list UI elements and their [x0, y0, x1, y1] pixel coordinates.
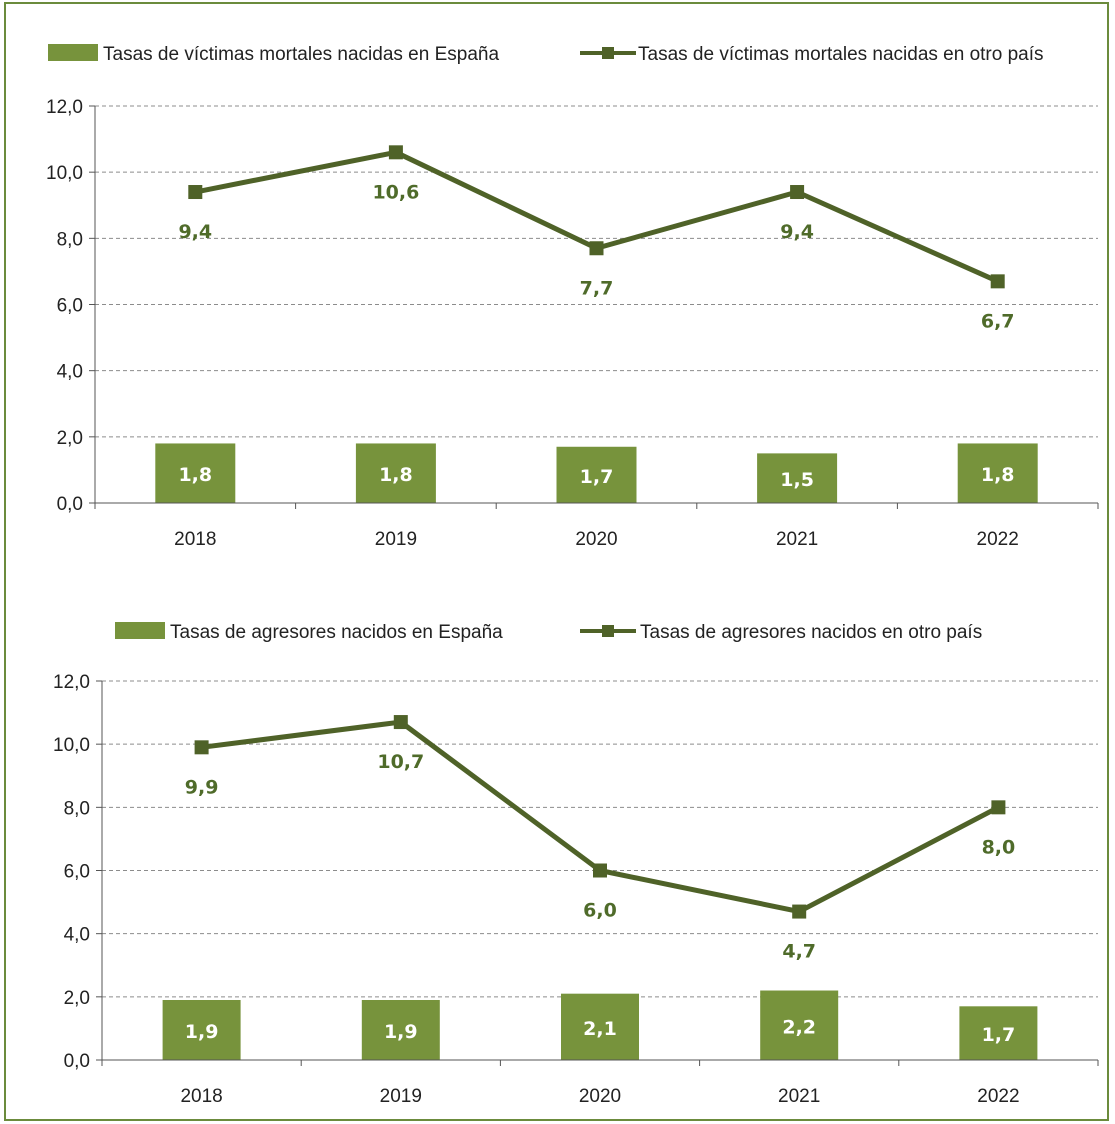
- grid-victims: [95, 105, 1098, 438]
- series-line: [201, 719, 1000, 915]
- line-marker: [990, 274, 1005, 289]
- line-data-label: 6,0: [583, 900, 617, 922]
- bar-data-label: 1,8: [178, 464, 212, 486]
- bar-data-label: 1,8: [981, 464, 1015, 486]
- line-data-label: 7,7: [580, 277, 614, 299]
- line-aggressors: 9,9 10,7 6,0 4,7 8,0: [185, 715, 1015, 963]
- line-data-label: 9,4: [178, 221, 212, 243]
- legend-bar-label: Tasas de víctimas mortales nacidas en Es…: [103, 44, 499, 65]
- x-tick-label: 2022: [977, 529, 1019, 550]
- bar-data-label: 2,1: [583, 1018, 617, 1040]
- x-tick-label: 2020: [579, 1086, 621, 1107]
- y-tick-label: 10,0: [53, 735, 90, 756]
- line-data-label: 4,7: [782, 941, 816, 963]
- line-marker: [393, 715, 408, 730]
- chart-frame: [4, 2, 1109, 1121]
- legend-aggressors: Tasas de agresores nacidos en España Tas…: [115, 622, 982, 643]
- line-marker: [188, 185, 203, 200]
- y-tick-label: 4,0: [64, 925, 90, 946]
- x-tick-label: 2018: [174, 529, 216, 550]
- y-tick-label: 12,0: [53, 672, 90, 693]
- bars-victims: 1,8 1,8 1,7 1,5 1,8: [155, 443, 1038, 503]
- y-tick-label: 0,0: [64, 1051, 90, 1072]
- bar: [155, 443, 236, 503]
- y-tick-label: 8,0: [57, 229, 83, 250]
- grid-aggressors: [102, 680, 1098, 998]
- bar-data-label: 1,5: [780, 469, 814, 491]
- line-data-label: 9,9: [185, 776, 219, 798]
- x-tick-label: 2021: [776, 529, 818, 550]
- legend-bar-swatch: [115, 622, 165, 639]
- legend-bar-label: Tasas de agresores nacidos en España: [170, 622, 503, 643]
- bar: [760, 990, 839, 1060]
- line-marker: [589, 241, 604, 256]
- legend-victims: Tasas de víctimas mortales nacidas en Es…: [48, 44, 1044, 65]
- y-axis-aggressors: 0,0 2,0 4,0 6,0 8,0 10,0 12,0: [53, 672, 103, 1072]
- y-tick-label: 10,0: [46, 163, 83, 184]
- line-data-label: 8,0: [982, 836, 1016, 858]
- legend-line-label: Tasas de víctimas mortales nacidas en ot…: [638, 44, 1044, 65]
- bar: [162, 999, 241, 1060]
- line-marker: [593, 863, 607, 878]
- y-axis-victims: 0,0 2,0 4,0 6,0 8,0 10,0 12,0: [46, 97, 96, 515]
- y-tick-label: 0,0: [57, 494, 83, 515]
- bar: [556, 446, 637, 503]
- chart-victims: Tasas de víctimas mortales nacidas en Es…: [46, 44, 1099, 550]
- bar: [561, 993, 639, 1060]
- bar: [957, 443, 1038, 503]
- bar-data-label: 1,8: [379, 464, 413, 486]
- line-marker: [194, 740, 209, 755]
- legend-line-label: Tasas de agresores nacidos en otro país: [640, 622, 982, 643]
- legend-bar-swatch: [48, 44, 98, 61]
- bar-data-label: 1,9: [185, 1021, 219, 1043]
- y-tick-label: 4,0: [57, 362, 83, 383]
- chart-aggressors: Tasas de agresores nacidos en España Tas…: [53, 622, 1099, 1107]
- legend-line-marker: [602, 47, 614, 59]
- x-tick-label: 2022: [977, 1086, 1019, 1107]
- y-tick-label: 12,0: [46, 97, 83, 118]
- x-tick-label: 2020: [575, 529, 617, 550]
- bar: [355, 443, 436, 503]
- bar: [757, 453, 838, 503]
- x-tick-label: 2019: [380, 1086, 422, 1107]
- bar-data-label: 1,9: [384, 1021, 418, 1043]
- y-tick-label: 8,0: [64, 798, 90, 819]
- line-data-label: 6,7: [981, 310, 1015, 332]
- x-tick-label: 2019: [375, 529, 417, 550]
- bars-aggressors: 1,9 1,9 2,1 2,2 1,7: [162, 990, 1038, 1060]
- x-axis-victims: 2018 2019 2020 2021 2022: [94, 502, 1099, 550]
- bar: [361, 999, 440, 1060]
- line-marker: [792, 904, 807, 919]
- line-marker: [790, 185, 805, 200]
- x-axis-aggressors: 2018 2019 2020 2021 2022: [101, 1059, 1099, 1107]
- bar: [959, 1006, 1038, 1060]
- y-tick-label: 2,0: [64, 988, 90, 1009]
- x-tick-label: 2018: [180, 1086, 222, 1107]
- line-data-label: 10,7: [377, 751, 424, 773]
- bar-data-label: 1,7: [580, 466, 614, 488]
- line-marker: [388, 145, 403, 160]
- line-victims: 9,4 10,6 7,7 9,4 6,7: [178, 145, 1015, 332]
- y-tick-label: 2,0: [57, 428, 83, 449]
- bar-data-label: 2,2: [782, 1016, 816, 1038]
- bar-data-label: 1,7: [982, 1024, 1016, 1046]
- line-data-label: 9,4: [780, 221, 814, 243]
- y-tick-label: 6,0: [64, 862, 90, 883]
- y-tick-label: 6,0: [57, 296, 83, 317]
- line-data-label: 10,6: [372, 181, 419, 203]
- x-tick-label: 2021: [778, 1086, 820, 1107]
- legend-line-marker: [602, 625, 614, 637]
- line-marker: [991, 800, 1006, 815]
